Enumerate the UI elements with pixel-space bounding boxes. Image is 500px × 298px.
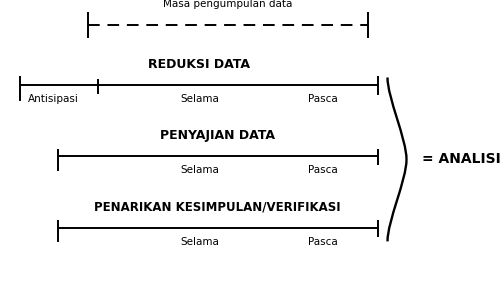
- Text: PENYAJIAN DATA: PENYAJIAN DATA: [160, 129, 275, 142]
- Text: Pasca: Pasca: [308, 165, 338, 176]
- Text: Masa pengumpulan data: Masa pengumpulan data: [163, 0, 292, 9]
- Text: REDUKSI DATA: REDUKSI DATA: [148, 58, 250, 71]
- Text: Selama: Selama: [180, 94, 220, 104]
- Text: PENARIKAN KESIMPULAN/VERIFIKASI: PENARIKAN KESIMPULAN/VERIFIKASI: [94, 201, 341, 214]
- Text: = ANALISIS: = ANALISIS: [422, 153, 500, 166]
- Text: Pasca: Pasca: [308, 94, 338, 104]
- Text: Selama: Selama: [180, 237, 220, 247]
- Text: Pasca: Pasca: [308, 237, 338, 247]
- Text: Antisipasi: Antisipasi: [28, 94, 78, 104]
- Text: Selama: Selama: [180, 165, 220, 176]
